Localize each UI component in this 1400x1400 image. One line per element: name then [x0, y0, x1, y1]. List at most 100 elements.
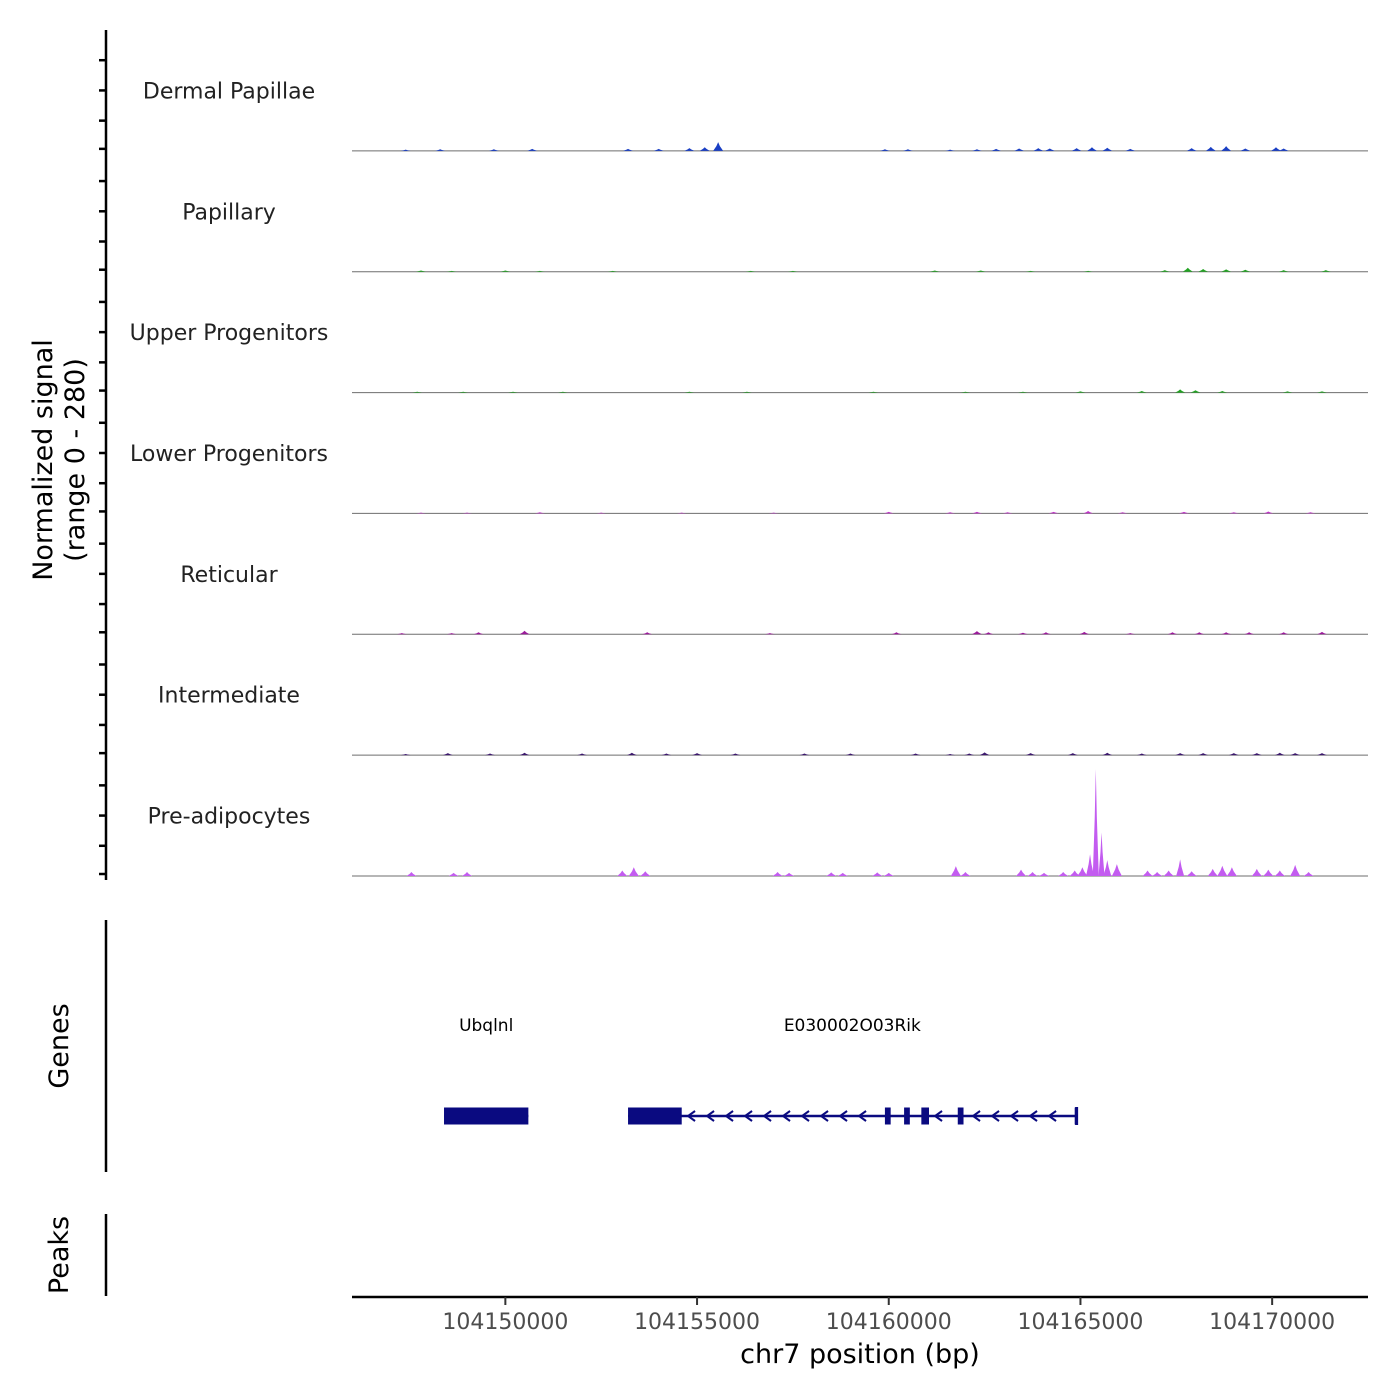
signal-peak — [1175, 389, 1186, 393]
gene-ubqlnl: Ubqlnl — [444, 1016, 529, 1125]
signal-peak — [910, 753, 921, 756]
signal-peak — [1205, 146, 1216, 151]
signal-peak — [527, 148, 538, 151]
signal-peak — [845, 753, 856, 756]
gene-label: Ubqlnl — [459, 1016, 513, 1036]
signal-peak — [1103, 860, 1112, 876]
track-reticular: Reticular — [180, 563, 1368, 635]
signal-peak — [412, 391, 423, 393]
track-label: Lower Progenitors — [130, 442, 328, 467]
signal-peak — [1207, 868, 1218, 876]
signal-peak — [1175, 753, 1186, 756]
signal-peak — [1263, 511, 1274, 514]
signal-peak — [400, 753, 411, 756]
signal-peak — [1186, 148, 1197, 151]
signal-peak — [1083, 270, 1094, 272]
gene-exon — [957, 1107, 964, 1125]
gene-exon — [884, 1107, 891, 1125]
track-label: Intermediate — [158, 684, 300, 709]
signal-peak — [1125, 633, 1136, 635]
signal-peak — [1071, 148, 1082, 151]
signal-peak — [458, 391, 469, 393]
gene-exon — [628, 1107, 682, 1125]
strand-arrow — [800, 1110, 810, 1122]
signal-peak — [787, 270, 798, 272]
signal-peak — [1305, 512, 1316, 514]
signal-peak — [1263, 869, 1274, 876]
signal-peak — [1290, 753, 1301, 756]
signal-peak — [1069, 870, 1080, 876]
signal-y-ticks — [99, 58, 106, 876]
signal-peak — [950, 866, 961, 876]
signal-peak — [1058, 872, 1069, 876]
signal-peak — [623, 148, 634, 151]
strand-arrow — [971, 1110, 981, 1122]
strand-arrow — [819, 1110, 829, 1122]
signal-peak — [1228, 753, 1239, 756]
signal-peak — [1228, 512, 1239, 514]
signal-peak — [1002, 512, 1013, 514]
signal-peak — [435, 149, 446, 151]
signal-peak — [1226, 867, 1237, 876]
gene-exon — [444, 1107, 529, 1125]
strand-arrow — [838, 1110, 848, 1122]
signal-peak — [1098, 832, 1105, 876]
signal-peak — [971, 149, 982, 151]
signal-peak — [826, 872, 837, 876]
signal-peak — [883, 511, 894, 514]
signal-peak — [1079, 631, 1090, 635]
signal-peak — [1198, 753, 1209, 756]
signal-peak — [684, 391, 695, 393]
signal-peak — [730, 753, 741, 756]
genes-title: Genes — [44, 1003, 75, 1088]
signal-peak — [1017, 632, 1028, 635]
strand-arrow — [1047, 1110, 1057, 1122]
x-tick-label: 104165000 — [1017, 1310, 1143, 1335]
signal-peak — [960, 872, 971, 876]
signal-peak — [1136, 753, 1147, 756]
signal-peak — [1290, 864, 1301, 876]
track-label: Upper Progenitors — [130, 321, 329, 346]
signal-peak — [442, 753, 453, 756]
signal-peak — [1067, 753, 1078, 756]
signal-peak — [448, 872, 459, 876]
signal-peak — [653, 148, 664, 151]
signal-peak — [1033, 148, 1044, 151]
signal-peak — [883, 872, 894, 876]
signal-peak — [628, 867, 639, 876]
x-axis-title: chr7 position (bp) — [740, 1339, 980, 1370]
y-axis-title-line2: (range 0 - 280) — [60, 358, 91, 562]
signal-peak — [764, 633, 775, 635]
signal-peak — [741, 391, 752, 393]
x-axis-ticks: 104150000 104155000 104160000 104165000 1041… — [442, 1297, 1335, 1335]
signal-peak — [699, 147, 710, 151]
gene-exon — [904, 1107, 910, 1125]
signal-peak — [596, 512, 607, 514]
signal-peak — [1278, 632, 1289, 635]
signal-peak — [837, 872, 848, 876]
strand-arrow — [990, 1110, 1000, 1122]
signal-peak — [945, 512, 956, 514]
signal-peak — [1217, 390, 1228, 393]
signal-peak — [1092, 769, 1099, 876]
signal-peak — [577, 753, 588, 756]
signal-peak — [1282, 391, 1293, 393]
gene-annotation-track: Ubqlnl E030002O03Rik — [444, 1016, 1079, 1125]
signal-peak — [1316, 631, 1327, 635]
signal-peak — [868, 391, 879, 393]
signal-peak — [1117, 512, 1128, 514]
signal-peak — [960, 391, 971, 393]
signal-peak — [745, 270, 756, 272]
signal-peak — [617, 870, 628, 876]
signal-peak — [1102, 147, 1113, 151]
gene-exon — [921, 1107, 930, 1125]
signal-peak — [1048, 511, 1059, 514]
signal-peak — [396, 633, 407, 635]
signal-peak — [508, 391, 519, 393]
signal-peak — [1251, 753, 1262, 756]
signal-peak — [945, 753, 956, 756]
signal-peak — [1159, 270, 1170, 272]
signal-peak — [945, 149, 956, 151]
strand-arrow — [705, 1110, 715, 1122]
signal-peak — [626, 752, 637, 756]
